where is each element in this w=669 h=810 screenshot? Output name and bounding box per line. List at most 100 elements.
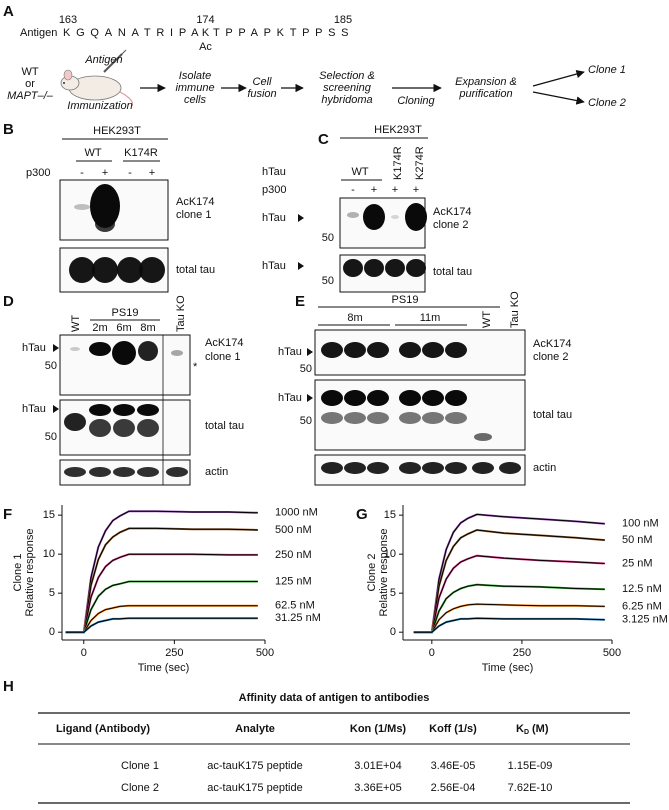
- treatment-sign: +: [149, 167, 155, 179]
- band: [399, 390, 421, 406]
- panel-label: G: [356, 506, 368, 523]
- label: clone 2: [533, 351, 568, 363]
- band: [321, 342, 343, 358]
- fit-curve: [65, 617, 258, 633]
- band: [137, 467, 159, 477]
- table-header: Ligand (Antibody): [56, 723, 150, 735]
- x-tick-label: 250: [165, 647, 183, 659]
- fit-curve: [413, 584, 605, 633]
- legend-entry: 3.125 nM: [622, 614, 668, 626]
- panel-label: E: [295, 293, 305, 310]
- modification: Ac: [199, 41, 212, 53]
- band: [385, 259, 405, 277]
- fit-curve: [65, 581, 258, 633]
- lane-label: WT: [481, 311, 493, 328]
- table-cell: 3.36E+05: [354, 782, 401, 794]
- band: [399, 342, 421, 358]
- workflow-step: cells: [184, 94, 207, 106]
- y-tick-label: 15: [43, 509, 55, 521]
- kd-unit: (M): [532, 723, 549, 735]
- panel-label: C: [318, 131, 329, 148]
- band: [422, 390, 444, 406]
- label: K174R: [124, 147, 158, 159]
- legend-entry: 50 nM: [622, 534, 653, 546]
- band: [92, 257, 118, 283]
- band: [89, 467, 111, 477]
- band: [399, 412, 421, 424]
- band: [74, 204, 90, 210]
- label: AcK174: [533, 338, 572, 350]
- y-axis-title: Relative response: [24, 528, 36, 616]
- lane-label: K174R: [392, 146, 404, 180]
- band: [113, 467, 135, 477]
- band: [139, 257, 165, 283]
- band: [445, 412, 467, 424]
- legend-entry: 62.5 nM: [275, 600, 315, 612]
- label: Antigen: [84, 54, 122, 66]
- x-axis-title: Time (sec): [138, 662, 190, 674]
- band: [343, 259, 363, 277]
- modified-residue: K: [202, 27, 210, 39]
- band: [344, 412, 366, 424]
- treatment-sign: +: [102, 167, 108, 179]
- source: MAPT–/–: [7, 90, 54, 102]
- band-arrow: [298, 214, 304, 222]
- legend-entry: 500 nM: [275, 524, 312, 536]
- workflow-step: purification: [458, 88, 512, 100]
- band: [137, 404, 159, 416]
- table-header: KD (M): [516, 723, 549, 736]
- label: actin: [533, 462, 556, 474]
- band: [445, 390, 467, 406]
- band: [113, 419, 135, 437]
- fit-curve: [65, 553, 258, 633]
- label: 50: [300, 415, 312, 427]
- label: 8m: [347, 312, 362, 324]
- label: PS19: [112, 307, 139, 319]
- table-header: Kon (1/Ms): [350, 723, 407, 735]
- label: hTau: [22, 403, 46, 415]
- band: [89, 404, 111, 416]
- band: [90, 184, 120, 228]
- band: [499, 462, 521, 474]
- label: *: [193, 361, 198, 373]
- mouse-illustration: [60, 49, 134, 107]
- label: total tau: [433, 266, 472, 278]
- source: WT: [21, 66, 38, 78]
- treatment-sign: -: [80, 167, 84, 179]
- label: AcK174: [176, 196, 215, 208]
- table-header: Koff (1/s): [429, 723, 477, 735]
- label: 2m: [92, 322, 107, 334]
- label: clone 1: [205, 351, 240, 363]
- band: [321, 412, 343, 424]
- band: [399, 462, 421, 474]
- band-arrow: [298, 262, 304, 270]
- fit-curve: [413, 603, 605, 633]
- legend-entry: 12.5 nM: [622, 583, 662, 595]
- label: 50: [322, 275, 334, 287]
- treatment-sign: +: [392, 184, 398, 196]
- band: [422, 412, 444, 424]
- treatment-sign: -: [128, 167, 132, 179]
- table-cell: ac-tauK175 peptide: [207, 760, 302, 772]
- table-title: Affinity data of antigen to antibodies: [239, 692, 430, 704]
- label: 50: [300, 363, 312, 375]
- band: [367, 462, 389, 474]
- treatment-sign: +: [371, 184, 377, 196]
- treatment-sign: -: [351, 184, 355, 196]
- treatment-sign: +: [413, 184, 419, 196]
- y-axis-title: Clone 1: [12, 554, 24, 592]
- label: 50: [45, 431, 57, 443]
- label: 50: [322, 232, 334, 244]
- band: [363, 204, 385, 230]
- band: [347, 212, 359, 218]
- label: Immunization: [67, 100, 132, 112]
- table-cell: 3.01E+04: [354, 760, 401, 772]
- band: [367, 390, 389, 406]
- kd-sub: D: [524, 729, 529, 736]
- fit-curve: [65, 527, 258, 633]
- label: clone 2: [433, 219, 468, 231]
- label: p300: [26, 167, 50, 179]
- band: [367, 412, 389, 424]
- workflow-step: Cell: [253, 76, 273, 88]
